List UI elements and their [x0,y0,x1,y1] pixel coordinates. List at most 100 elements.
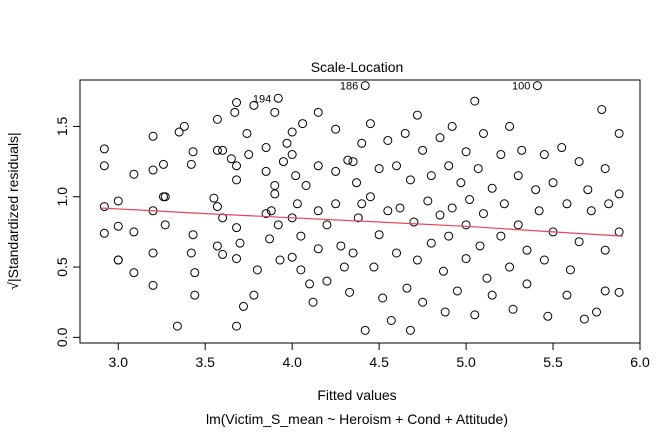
data-point [440,307,450,317]
data-point [113,255,123,265]
data-point [386,315,396,325]
labeled-point [273,93,283,103]
data-point [313,244,323,254]
data-point [235,238,245,248]
data-point [365,119,375,129]
data-point [287,127,297,137]
data-point [158,159,168,169]
data-point [522,279,532,289]
y-axis: 0.0 0.5 1.0 1.5 [54,116,81,347]
data-point [186,248,196,258]
data-point [383,135,393,145]
model-formula: lm(Victim_S_mean ~ Heroism + Cond + Atti… [206,411,508,427]
data-point [261,166,271,176]
data-point [513,220,523,230]
data-point [423,196,433,206]
data-point [352,178,362,188]
data-point [218,145,228,155]
data-point [456,178,466,188]
data-point [543,311,553,321]
data-point [409,217,419,227]
data-point [482,273,492,283]
data-point [331,166,341,176]
data-point [583,185,593,195]
data-point [265,234,275,244]
data-point [531,185,541,195]
data-point [232,98,242,108]
data-point [475,241,485,251]
data-point [505,121,515,131]
point-label: 194 [253,93,271,105]
point-labels: 194 186 100 [253,81,530,106]
x-tick-label: 3.5 [195,354,215,370]
data-point [212,114,222,124]
data-point [487,290,497,300]
data-point [444,161,454,171]
data-point [209,193,219,203]
data-point [343,155,353,165]
data-point [275,255,285,265]
data-point [565,265,575,275]
data-point [378,293,388,303]
data-point [129,169,139,179]
data-point [249,290,259,300]
x-axis: 3.0 3.5 4.0 4.5 5.0 5.5 6.0 [109,342,650,370]
data-point [557,143,567,153]
data-point [160,192,170,202]
data-point [129,268,139,278]
data-point [435,210,445,220]
data-point [395,203,405,213]
data-point [242,128,252,138]
data-point [426,171,436,181]
x-tick-label: 5.0 [456,354,476,370]
data-point [232,175,242,185]
data-point [148,280,158,290]
data-point [273,220,283,230]
data-point [452,286,462,296]
data-point [212,241,222,251]
data-point [513,171,523,181]
point-label: 186 [340,81,358,93]
data-point [405,175,415,185]
data-point [487,183,497,193]
data-point [287,252,297,262]
data-point [212,145,222,155]
data-point [129,227,139,237]
data-point [301,180,311,190]
data-point [365,192,375,202]
y-tick-label: 1.0 [54,187,70,207]
data-point [478,128,488,138]
smooth-line [100,207,623,237]
data-point [461,147,471,157]
data-point [287,150,297,160]
data-point [218,249,228,259]
data-point [339,262,349,272]
data-point [99,202,109,212]
data-point [444,231,454,241]
data-point [360,325,370,335]
data-point [418,297,428,307]
data-point [282,138,292,148]
data-point [322,276,332,286]
data-point [190,290,200,300]
data-point [296,231,306,241]
data-point [438,266,448,276]
data-point [331,199,341,209]
data-point [522,245,532,255]
y-tick-label: 0.5 [54,257,70,277]
data-point [305,279,315,289]
data-point [266,206,276,216]
data-point [496,231,506,241]
data-point [447,121,457,131]
data-point [508,304,518,314]
data-point [298,119,308,129]
data-point [308,297,318,307]
smooth-trend-line [100,207,623,237]
data-point [348,157,358,167]
data-point [562,199,572,209]
data-point [313,206,323,216]
data-point [172,321,182,331]
data-point [261,143,271,153]
data-point [402,283,412,293]
